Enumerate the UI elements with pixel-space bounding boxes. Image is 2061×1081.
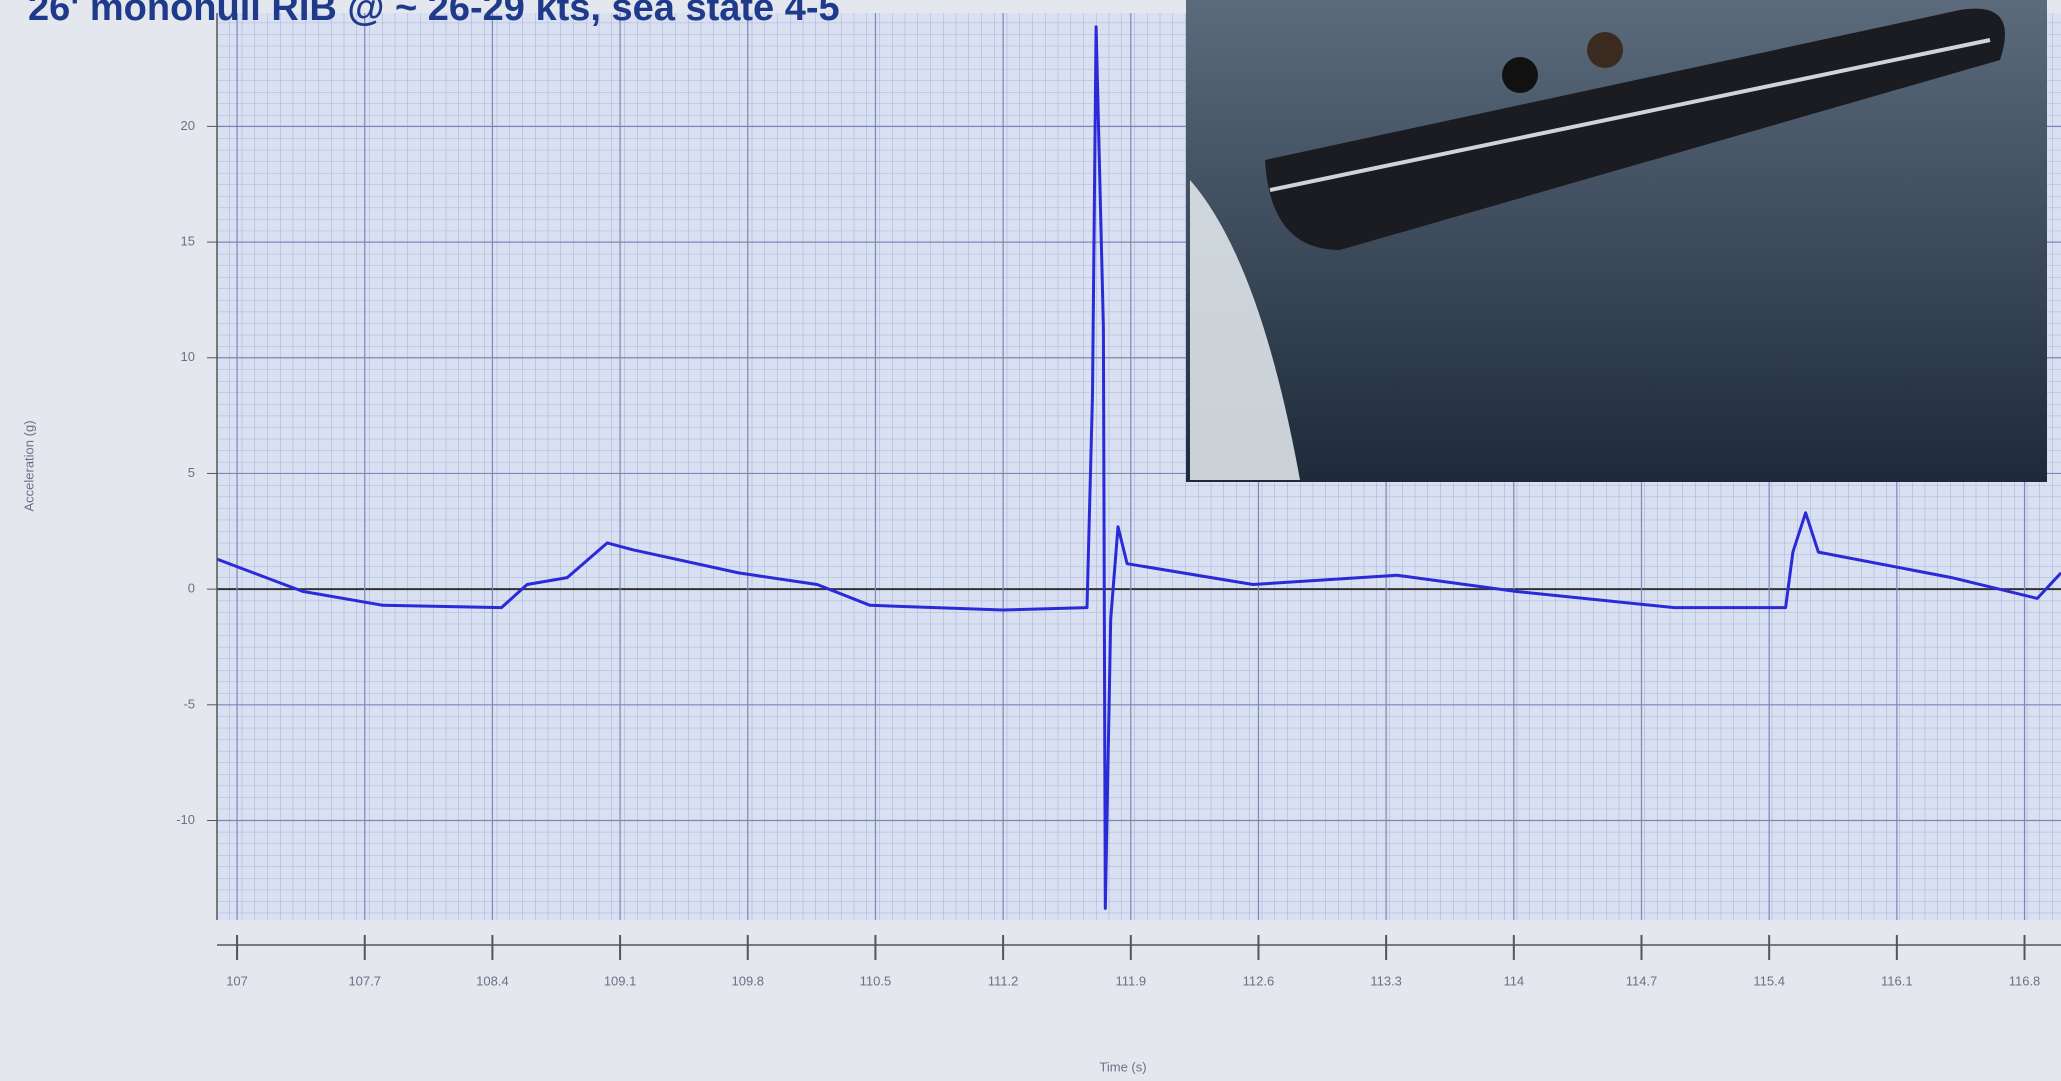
y-tick-label: 5 xyxy=(188,465,195,480)
y-axis-label: Acceleration (g) xyxy=(21,420,36,511)
x-tick-label: 111.9 xyxy=(1115,973,1146,988)
y-tick-label: 20 xyxy=(181,118,195,133)
y-tick-label: 15 xyxy=(181,234,195,249)
x-tick-label: 113.3 xyxy=(1370,973,1402,988)
x-tick-label: 110.5 xyxy=(860,973,892,988)
x-tick-label: 114 xyxy=(1503,973,1524,988)
chart-title: 26' monohull RIB @ ~ 26-29 kts, sea stat… xyxy=(28,0,840,29)
x-tick-label: 109.8 xyxy=(731,973,764,988)
y-tick-label: -10 xyxy=(176,812,195,827)
x-tick-label: 111.2 xyxy=(988,973,1019,988)
y-tick-label: 10 xyxy=(181,349,195,364)
x-tick-label: 116.8 xyxy=(2009,973,2041,988)
x-tick-label: 112.6 xyxy=(1243,973,1275,988)
y-tick-label: 0 xyxy=(188,581,195,596)
boat-photo xyxy=(1186,0,2047,482)
x-axis-label: Time (s) xyxy=(1099,1059,1146,1074)
data-line xyxy=(216,25,2061,910)
x-tick-label: 108.4 xyxy=(476,973,509,988)
x-tick-label: 114.7 xyxy=(1626,973,1658,988)
x-tick-label: 116.1 xyxy=(1881,973,1913,988)
x-tick-label: 107 xyxy=(226,973,248,988)
x-tick-label: 115.4 xyxy=(1753,973,1785,988)
y-tick-label: -5 xyxy=(183,696,195,711)
x-tick-label: 109.1 xyxy=(604,973,637,988)
x-tick-label: 107.7 xyxy=(348,973,381,988)
